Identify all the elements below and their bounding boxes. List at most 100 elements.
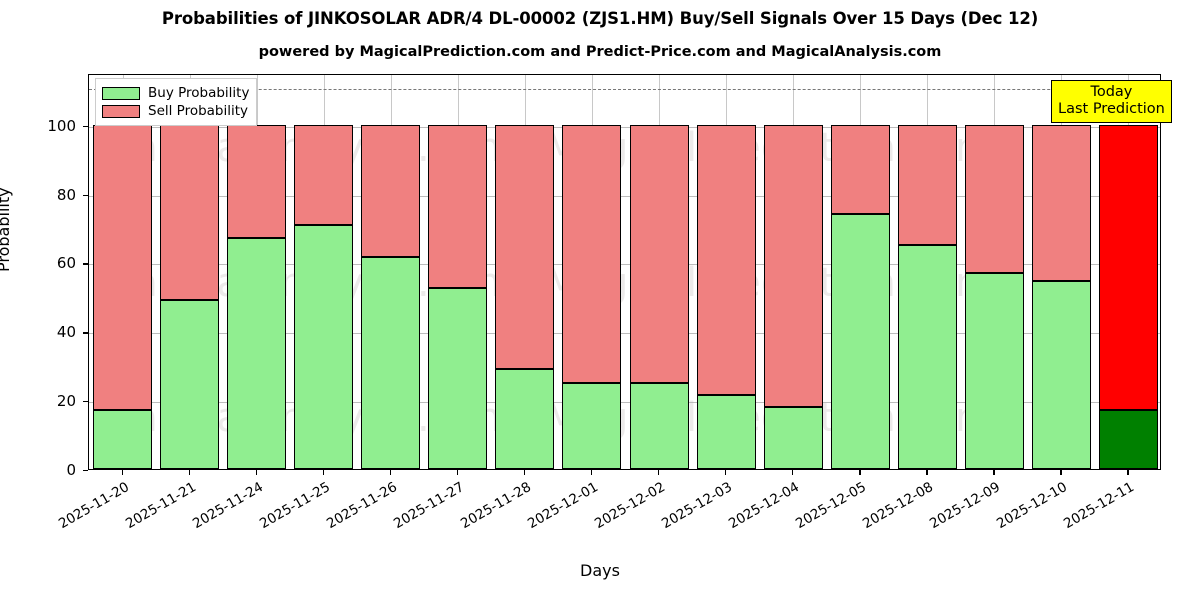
bar-2025-12-08[interactable] (897, 75, 957, 469)
bar-segment-buy (227, 238, 287, 469)
bar-segment-buy (830, 214, 890, 469)
x-tick-mark (389, 470, 392, 475)
x-tick-label: 2025-11-25 (256, 479, 333, 533)
bar-2025-12-10[interactable] (1031, 75, 1091, 469)
x-tick-mark (1060, 470, 1062, 475)
x-axis-label: Days (580, 561, 620, 580)
legend-label-sell: Sell Probability (148, 103, 249, 119)
bar-segment-sell (897, 124, 957, 246)
x-tick-mark (859, 470, 861, 475)
x-tick-label: 2025-11-27 (390, 479, 467, 533)
x-tick-label: 2025-12-01 (525, 479, 601, 533)
bar-segment-buy (964, 272, 1024, 469)
y-tick-label: 20 (56, 392, 76, 411)
bar-segment-sell (361, 124, 421, 258)
x-tick-label: 2025-11-26 (323, 479, 400, 533)
bar-segment-sell (629, 124, 689, 383)
y-tick-mark (83, 263, 88, 265)
x-tick-label: 2025-11-21 (122, 479, 199, 533)
x-tick-mark (1127, 470, 1129, 475)
bar-segment-buy (93, 410, 153, 469)
bar-segment-sell (562, 124, 622, 383)
bar-2025-12-02[interactable] (629, 75, 689, 469)
y-axis-label: Probability (0, 187, 13, 272)
chart-legend: Buy Probability Sell Probability (95, 78, 258, 126)
x-tick-label: 2025-12-08 (860, 479, 937, 533)
today-annotation-line2: Last Prediction (1058, 101, 1165, 117)
bar-segment-buy (361, 257, 421, 469)
x-tick-mark (322, 470, 325, 475)
legend-swatch-buy (102, 86, 140, 100)
x-tick-mark (658, 470, 660, 475)
x-tick-label: 2025-12-05 (793, 479, 870, 533)
x-tick-label: 2025-12-09 (927, 479, 1004, 533)
bar-segment-buy (897, 245, 957, 469)
x-tick-label: 2025-12-10 (994, 479, 1071, 533)
y-tick-label: 100 (47, 116, 76, 135)
bar-segment-sell (160, 124, 220, 301)
bar-2025-12-11[interactable] (1098, 75, 1158, 469)
bar-2025-12-01[interactable] (562, 75, 622, 469)
bar-segment-sell (495, 124, 555, 370)
bar-segment-sell (696, 124, 756, 395)
bar-2025-12-03[interactable] (696, 75, 756, 469)
today-annotation: Today Last Prediction (1051, 80, 1172, 123)
y-tick-mark (83, 332, 88, 334)
bar-segment-sell (1098, 124, 1158, 411)
y-tick-label: 40 (56, 323, 76, 342)
x-tick-label: 2025-12-03 (659, 479, 736, 533)
bar-2025-12-05[interactable] (830, 75, 890, 469)
bar-segment-buy (763, 407, 823, 469)
x-tick-label: 2025-11-28 (457, 479, 534, 533)
bar-2025-11-26[interactable] (361, 75, 421, 469)
bar-segment-sell (93, 124, 153, 411)
bar-2025-11-24[interactable] (227, 75, 287, 469)
x-tick-mark (590, 470, 593, 475)
gridline-horizontal (89, 126, 1160, 128)
bar-segment-buy (160, 300, 220, 469)
legend-swatch-sell (102, 104, 140, 118)
bar-segment-sell (1031, 124, 1091, 282)
x-tick-label: 2025-12-11 (1061, 479, 1138, 533)
x-tick-mark (523, 470, 526, 475)
plot-area: MagicalAnalysis.comMagicalPrediction.com… (88, 74, 1161, 470)
chart-subtitle: powered by MagicalPrediction.com and Pre… (258, 44, 942, 60)
bar-2025-12-04[interactable] (763, 75, 823, 469)
bar-segment-sell (964, 124, 1024, 273)
legend-label-buy: Buy Probability (148, 85, 250, 101)
x-tick-mark (926, 470, 928, 475)
gridline-horizontal (89, 333, 1160, 335)
bar-2025-11-25[interactable] (294, 75, 354, 469)
bar-segment-buy (294, 224, 354, 469)
bar-2025-11-20[interactable] (93, 75, 153, 469)
y-tick-label: 0 (66, 461, 76, 479)
bar-segment-sell (227, 124, 287, 239)
bar-segment-buy (428, 288, 488, 469)
bar-segment-sell (294, 124, 354, 225)
bar-segment-buy (629, 382, 689, 469)
bar-2025-11-27[interactable] (428, 75, 488, 469)
bar-2025-12-09[interactable] (964, 75, 1024, 469)
x-tick-mark (121, 470, 123, 475)
legend-item-buy[interactable]: Buy Probability (102, 84, 249, 102)
y-tick-mark (83, 125, 88, 127)
gridline-horizontal (89, 402, 1160, 404)
x-tick-mark (792, 470, 794, 475)
x-tick-label: 2025-12-02 (592, 479, 669, 533)
bar-segment-buy (1098, 410, 1158, 469)
page-title: Probabilities of JINKOSOLAR ADR/4 DL-000… (161, 9, 1039, 28)
bar-segment-buy (1031, 281, 1091, 469)
y-tick-mark (83, 194, 88, 196)
x-tick-mark (188, 470, 190, 475)
legend-item-sell[interactable]: Sell Probability (102, 102, 249, 120)
bar-2025-11-21[interactable] (160, 75, 220, 469)
bar-segment-sell (428, 124, 488, 289)
x-tick-label: 2025-11-24 (189, 479, 266, 533)
y-tick-label: 60 (56, 254, 76, 273)
bar-2025-11-28[interactable] (495, 75, 555, 469)
x-tick-mark (993, 470, 995, 475)
bar-segment-buy (562, 382, 622, 469)
bar-segment-sell (830, 124, 890, 215)
x-tick-label: 2025-11-20 (55, 479, 132, 533)
